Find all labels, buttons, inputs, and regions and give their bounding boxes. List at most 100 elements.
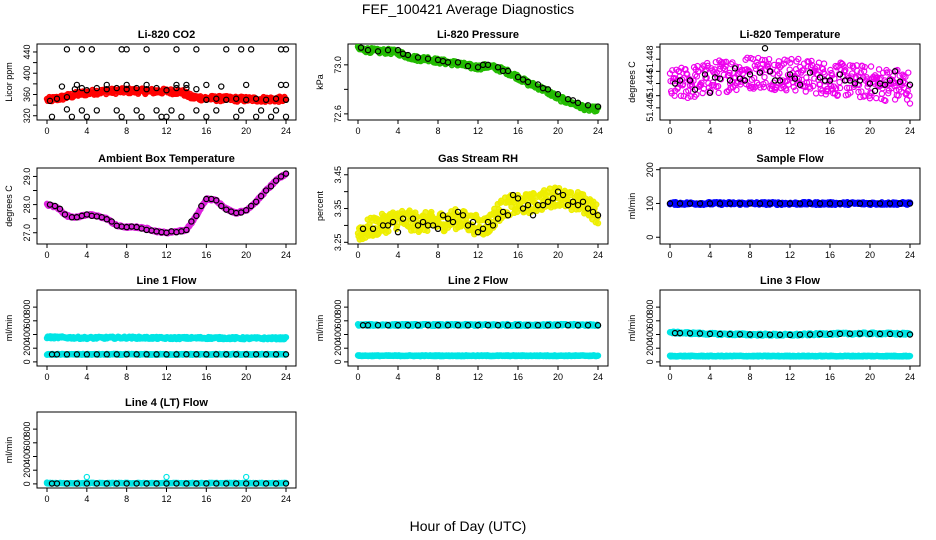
y-axis-label: degrees C: [627, 61, 637, 103]
data-point: [252, 198, 260, 205]
data-point: [242, 480, 250, 487]
data-point: [796, 331, 804, 338]
data-point: [555, 184, 563, 192]
x-tick-label: 20: [553, 250, 563, 260]
data-point: [509, 191, 517, 199]
x-tick-label: 20: [865, 372, 875, 382]
data-point: [178, 113, 185, 120]
plot-area: [43, 333, 290, 358]
y-tick-label: 400: [22, 327, 32, 342]
data-point: [469, 218, 477, 226]
panel-title: Line 3 Flow: [760, 275, 820, 287]
x-tick-label: 8: [435, 126, 440, 136]
series-1-min: [359, 322, 602, 329]
data-point: [906, 331, 914, 338]
data-point: [514, 73, 522, 81]
data-point: [539, 201, 547, 209]
data-point: [393, 223, 401, 230]
data-point: [494, 322, 502, 329]
data-point: [51, 202, 59, 210]
data-point: [534, 322, 542, 329]
panel-title: Ambient Box Temperature: [98, 153, 235, 165]
data-point: [861, 63, 868, 71]
data-point: [272, 177, 280, 184]
data-point: [741, 77, 749, 84]
data-point: [78, 107, 86, 114]
y-tick-label: 0: [645, 235, 655, 240]
panel-title: Line 1 Flow: [137, 275, 197, 287]
data-point: [669, 67, 676, 74]
series-1-min: [666, 200, 914, 207]
data-point: [242, 96, 250, 104]
data-point: [252, 480, 260, 487]
data-point: [896, 78, 904, 85]
panel-title: Sample Flow: [756, 153, 824, 165]
data-point: [905, 82, 913, 90]
data-point: [257, 107, 265, 114]
data-point: [188, 218, 195, 225]
x-tick-label: 8: [747, 372, 752, 382]
plot-area: [43, 46, 290, 120]
data-point: [776, 64, 784, 71]
data-point: [856, 77, 864, 84]
data-point: [394, 322, 402, 329]
data-point: [701, 68, 709, 75]
data-point: [163, 351, 170, 358]
x-tick-label: 8: [124, 494, 129, 504]
data-point: [766, 200, 774, 207]
data-point: [790, 83, 797, 91]
data-point: [83, 473, 91, 481]
data-point: [544, 86, 552, 93]
data-point: [58, 83, 66, 90]
data-point: [213, 95, 220, 102]
data-point: [906, 200, 914, 207]
x-tick-label: 4: [395, 126, 400, 136]
series-1-min: [357, 44, 602, 110]
x-tick-label: 12: [161, 126, 171, 136]
data-point: [836, 330, 844, 338]
data-point: [133, 480, 140, 487]
data-point: [118, 113, 125, 120]
data-point: [233, 480, 240, 487]
x-tick-label: 12: [785, 372, 795, 382]
data-point: [414, 54, 422, 61]
data-point: [384, 322, 392, 329]
data-point: [53, 480, 61, 487]
x-tick-label: 4: [395, 372, 400, 382]
data-point: [574, 322, 582, 329]
data-point: [906, 100, 914, 107]
data-point: [282, 96, 290, 104]
data-point: [871, 87, 879, 95]
data-point: [242, 81, 250, 89]
data-point: [534, 81, 542, 88]
series-5-sec: [354, 184, 602, 243]
series-1-min: [48, 351, 290, 358]
y-axis-label: kPa: [315, 74, 325, 90]
data-point: [429, 222, 437, 229]
data-point: [876, 330, 884, 338]
data-point: [233, 95, 240, 102]
data-point: [257, 192, 265, 200]
y-axis-label: Licor ppm: [4, 62, 14, 102]
data-point: [163, 480, 170, 487]
data-point: [856, 200, 864, 207]
data-point: [56, 205, 64, 213]
data-point: [804, 63, 812, 70]
data-point: [193, 85, 200, 93]
x-tick-label: 0: [44, 250, 49, 260]
data-point: [756, 331, 764, 338]
data-point: [213, 107, 220, 114]
data-point: [795, 75, 803, 83]
x-tick-label: 24: [281, 372, 291, 382]
data-point: [262, 187, 270, 194]
x-tick-label: 24: [281, 250, 291, 260]
data-point: [384, 46, 392, 54]
data-point: [267, 113, 275, 120]
y-tick-label: 51.444: [645, 70, 655, 98]
data-point: [83, 480, 91, 487]
data-point: [183, 226, 190, 234]
plot-area: [354, 184, 602, 243]
plot-area: [43, 170, 290, 237]
